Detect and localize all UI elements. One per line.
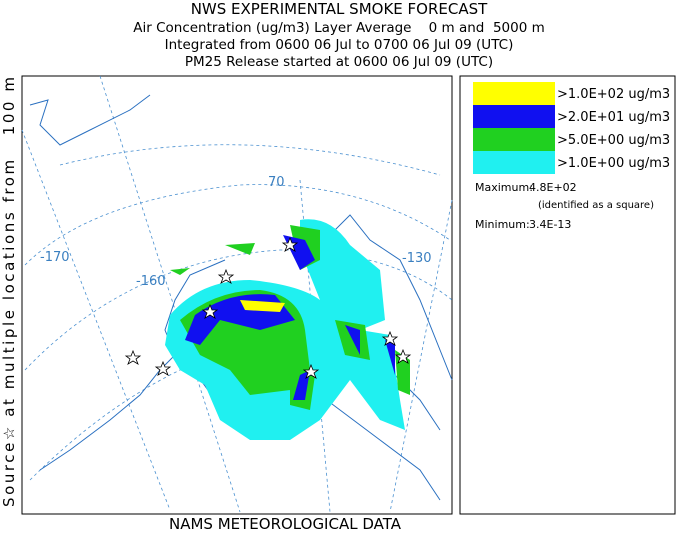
subtitle: Air Concentration (ug/m3) Layer Average … xyxy=(133,20,545,36)
legend-swatch xyxy=(473,105,555,128)
legend: Maximum: 4.8E+02 (identified as a square… xyxy=(459,75,676,515)
legend-label: >2.0E+01 ug/m3 xyxy=(557,110,670,125)
footer: NAMS METEOROLOGICAL DATA xyxy=(169,515,402,532)
legend-swatch xyxy=(473,82,555,105)
legend-label: >1.0E+00 ug/m3 xyxy=(557,156,670,171)
legend-label: >1.0E+02 ug/m3 xyxy=(557,87,670,102)
source-markers xyxy=(124,236,412,379)
maximum-label: Maximum: xyxy=(475,181,533,194)
minimum-value: 3.4E-13 xyxy=(529,218,571,231)
graticule-label: -160 xyxy=(136,274,166,289)
legend-label: >5.0E+00 ug/m3 xyxy=(557,133,670,148)
subtitle: Integrated from 0600 06 Jul to 0700 06 J… xyxy=(165,37,514,53)
title: NWS EXPERIMENTAL SMOKE FORECAST xyxy=(191,0,488,18)
graticule-label: -170 xyxy=(40,250,70,265)
subtitle: PM25 Release started at 0600 06 Jul 09 (… xyxy=(185,54,493,70)
legend-swatch xyxy=(473,151,555,174)
map: -170 -160 70 -130 xyxy=(21,75,453,515)
maximum-note: (identified as a square) xyxy=(538,200,654,211)
graticule-label: -130 xyxy=(402,251,432,266)
maximum-value: 4.8E+02 xyxy=(529,181,577,194)
side-label: Source☆ at multiple locations from 100 m xyxy=(0,77,18,507)
legend-swatch xyxy=(473,128,555,151)
graticule-label: 70 xyxy=(268,175,285,190)
minimum-label: Minimum: xyxy=(475,218,530,231)
smoke xyxy=(165,219,410,440)
